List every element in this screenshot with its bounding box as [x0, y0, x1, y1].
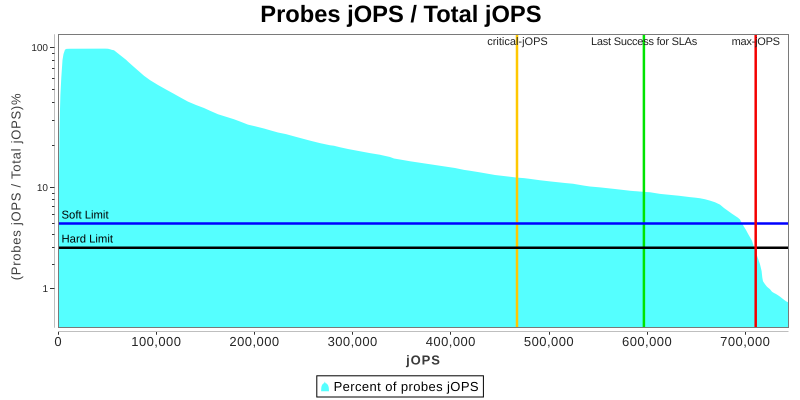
svg-text:Last Success for SLAs: Last Success for SLAs [591, 36, 698, 48]
svg-text:300,000: 300,000 [328, 334, 378, 349]
svg-text:Soft Limit: Soft Limit [62, 210, 110, 222]
svg-text:1: 1 [42, 284, 48, 295]
svg-text:max-jOPS: max-jOPS [732, 36, 780, 48]
svg-text:700,000: 700,000 [720, 334, 770, 349]
svg-text:Probes jOPS / Total jOPS: Probes jOPS / Total jOPS [260, 2, 541, 28]
svg-text:10: 10 [37, 183, 49, 194]
svg-text:400,000: 400,000 [426, 334, 476, 349]
svg-text:500,000: 500,000 [524, 334, 574, 349]
svg-text:100,000: 100,000 [131, 334, 181, 349]
svg-text:600,000: 600,000 [622, 334, 672, 349]
svg-text:200,000: 200,000 [229, 334, 279, 349]
svg-text:Percent of probes jOPS: Percent of probes jOPS [334, 379, 479, 394]
svg-text:jOPS: jOPS [405, 352, 441, 367]
svg-text:0: 0 [54, 334, 62, 349]
svg-text:100: 100 [31, 43, 48, 54]
svg-text:(Probes jOPS / Total jOPS)%: (Probes jOPS / Total jOPS)% [9, 93, 24, 281]
svg-text:critical-jOPS: critical-jOPS [487, 36, 548, 48]
svg-text:Hard Limit: Hard Limit [62, 234, 114, 246]
